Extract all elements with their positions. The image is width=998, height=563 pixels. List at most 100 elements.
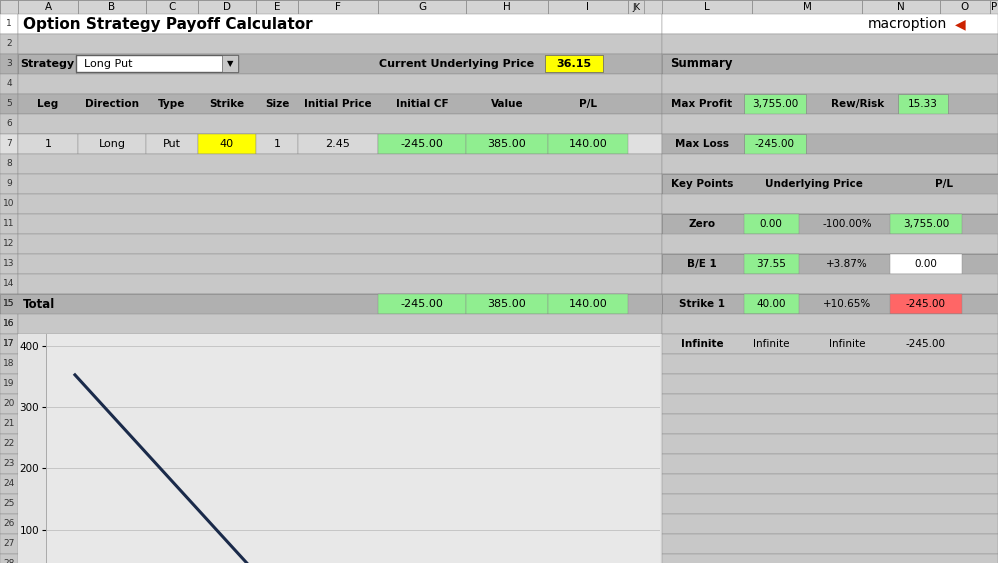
Text: 28: 28 [3, 560, 15, 563]
Bar [662, 54, 998, 74]
Bar [0, 214, 18, 234]
Bar [662, 494, 998, 514]
Text: Infinite: Infinite [681, 339, 724, 349]
Text: 140.00: 140.00 [569, 139, 608, 149]
Bar [18, 54, 76, 74]
Text: Value: Value [491, 99, 523, 109]
Bar [662, 414, 998, 434]
Text: 16: 16 [3, 319, 15, 328]
Bar [662, 214, 998, 234]
Text: Initial CF: Initial CF [395, 99, 448, 109]
Bar [662, 274, 998, 294]
Bar [662, 94, 998, 114]
Bar [0, 54, 18, 74]
Bar [662, 454, 998, 474]
Text: 15: 15 [3, 300, 15, 309]
Text: N: N [897, 2, 905, 12]
Bar [744, 214, 799, 234]
Bar [0, 334, 18, 354]
Bar [662, 74, 998, 94]
Bar [18, 314, 662, 334]
Text: Leg: Leg [37, 99, 59, 109]
Text: 13: 13 [3, 260, 15, 269]
Bar [466, 294, 548, 314]
Text: L: L [705, 2, 710, 12]
Bar [890, 254, 962, 274]
Bar [744, 254, 799, 274]
Bar [18, 494, 662, 514]
Text: Max Profit: Max Profit [672, 99, 733, 109]
Bar [662, 174, 998, 194]
Text: JK: JK [632, 2, 640, 11]
Bar [0, 474, 18, 494]
Bar [18, 554, 662, 563]
Text: 16: 16 [3, 319, 15, 328]
Text: 20: 20 [3, 400, 15, 409]
Bar [18, 434, 662, 454]
Bar [18, 174, 662, 194]
Bar [198, 0, 256, 14]
Text: Put: Put [163, 139, 181, 149]
Text: 3: 3 [6, 60, 12, 69]
Bar [18, 454, 662, 474]
Bar [662, 334, 998, 354]
Text: Current Underlying Price: Current Underlying Price [379, 59, 535, 69]
Bar [662, 0, 752, 14]
Text: 40.00: 40.00 [756, 299, 785, 309]
Bar [18, 534, 662, 554]
Text: B/E 1: B/E 1 [688, 259, 717, 269]
Bar [545, 55, 603, 72]
Bar [18, 134, 78, 154]
Text: 3,755.00: 3,755.00 [751, 99, 798, 109]
Bar [18, 374, 662, 394]
Text: -245.00: -245.00 [906, 299, 946, 309]
Bar [18, 414, 662, 434]
Bar [0, 314, 18, 334]
Text: 0.00: 0.00 [759, 219, 782, 229]
Text: Strike: Strike [210, 99, 245, 109]
Text: P/L: P/L [935, 179, 953, 189]
Bar [0, 194, 18, 214]
Bar [0, 534, 18, 554]
Text: B: B [109, 2, 116, 12]
Text: E: E [273, 2, 280, 12]
Bar [0, 354, 18, 374]
Bar [662, 234, 998, 254]
Bar [548, 134, 628, 154]
Bar [662, 14, 998, 34]
Text: 27: 27 [3, 539, 15, 548]
Text: 385.00: 385.00 [488, 299, 526, 309]
Bar [18, 74, 662, 94]
Text: A: A [45, 2, 52, 12]
Text: Summary: Summary [670, 57, 733, 70]
Text: M: M [802, 2, 811, 12]
Bar [256, 0, 298, 14]
Bar [662, 434, 998, 454]
Text: 15.33: 15.33 [908, 99, 938, 109]
Bar [0, 134, 18, 154]
Text: Strategy: Strategy [20, 59, 74, 69]
Text: P: P [991, 2, 997, 12]
Text: 36.15: 36.15 [557, 59, 592, 69]
Bar [0, 0, 18, 14]
Bar [298, 134, 378, 154]
Bar [18, 194, 662, 214]
Bar [662, 254, 998, 274]
Text: Zero: Zero [689, 219, 716, 229]
Bar [990, 0, 998, 14]
Bar [0, 454, 18, 474]
Text: G: G [418, 2, 426, 12]
Bar [0, 554, 18, 563]
Bar [890, 214, 962, 234]
Text: 9: 9 [6, 180, 12, 189]
Text: Infinite: Infinite [828, 339, 865, 349]
Bar [198, 134, 256, 154]
Bar [0, 14, 18, 34]
Bar [378, 134, 466, 154]
Bar [662, 554, 998, 563]
Bar [744, 94, 806, 114]
Text: H: H [503, 2, 511, 12]
Bar [378, 294, 466, 314]
Bar [18, 234, 662, 254]
Bar [18, 274, 662, 294]
